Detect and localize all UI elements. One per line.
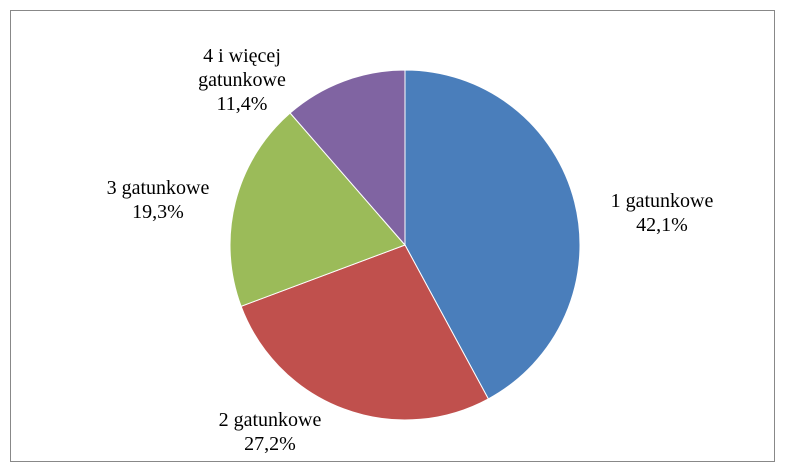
value-label: 27,2% [244,433,296,455]
slice-label: 3 gatunkowe 19,3% [68,176,248,224]
slice-label: 2 gatunkowe 27,2% [180,408,360,456]
category-label: 4 i więcej gatunkowe [198,45,286,91]
category-label: 2 gatunkowe [218,409,322,431]
slice-label: 1 gatunkowe 42,1% [572,189,752,237]
value-label: 11,4% [216,93,268,115]
pie-slice [404,69,581,400]
pie-slice [240,244,490,421]
value-label: 19,3% [132,201,184,223]
value-label: 42,1% [636,214,688,236]
category-label: 1 gatunkowe [610,190,714,212]
slice-label: 4 i więcej gatunkowe 11,4% [172,44,312,116]
category-label: 3 gatunkowe [106,177,210,199]
pie-slice [229,112,406,307]
pie-slice [289,69,406,247]
